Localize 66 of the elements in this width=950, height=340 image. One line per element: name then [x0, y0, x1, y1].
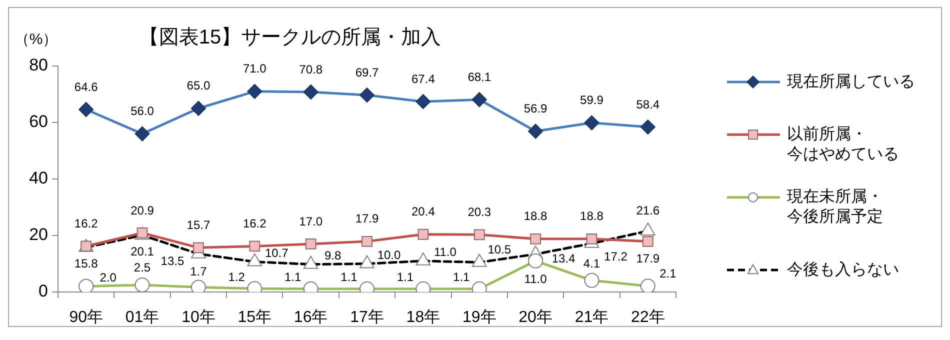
data-label: 17.2 — [604, 250, 628, 264]
data-label: 70.8 — [299, 62, 323, 76]
data-label: 69.7 — [355, 65, 379, 80]
x-tick-label: 20年 — [518, 309, 552, 326]
data-label: 9.8 — [324, 248, 342, 263]
data-label: 67.4 — [412, 72, 436, 86]
data-label: 10.7 — [264, 246, 289, 260]
data-label: 11.0 — [524, 272, 548, 286]
y-tick-label: 0 — [38, 282, 48, 301]
x-tick-label: 15年 — [238, 309, 272, 326]
data-label: 15.8 — [74, 256, 98, 271]
x-tick-label: 01年 — [125, 309, 160, 326]
data-label: 20.3 — [468, 204, 492, 219]
data-label: 1.1 — [396, 270, 414, 284]
x-tick-label: 17年 — [350, 309, 384, 326]
legend-label: 現在未所属・今後所属予定 — [787, 188, 883, 226]
x-tick-label: 16年 — [294, 309, 328, 326]
data-label: 56.9 — [524, 102, 548, 116]
y-tick-label: 60 — [29, 112, 48, 132]
data-label: 65.0 — [186, 78, 210, 93]
y-tick-label: 80 — [29, 56, 48, 75]
data-label: 1.1 — [284, 270, 302, 284]
legend-label: 今後も入らない — [787, 260, 899, 278]
data-label: 59.9 — [580, 93, 604, 108]
x-tick-label: 19年 — [462, 309, 496, 326]
data-label: 68.1 — [468, 70, 492, 84]
x-tick-label: 10年 — [182, 309, 216, 326]
data-label: 71.0 — [242, 62, 267, 76]
legend-label: 現在所属している — [787, 72, 915, 90]
legend-label: 以前所属・今はやめている — [787, 125, 899, 164]
data-label: 15.7 — [186, 218, 210, 232]
data-label: 16.2 — [74, 216, 98, 231]
data-label: 17.9 — [636, 252, 660, 266]
y-tick-label: 40 — [29, 168, 48, 188]
data-label: 13.5 — [160, 254, 184, 268]
data-label: 20.1 — [130, 244, 154, 259]
data-label: 13.4 — [552, 251, 576, 266]
data-label: 64.6 — [74, 80, 98, 94]
data-label: 10.5 — [488, 242, 512, 257]
data-label: 18.8 — [580, 209, 604, 224]
data-label: 1.2 — [228, 270, 246, 284]
data-label: 1.7 — [190, 264, 208, 279]
data-label: 2.5 — [134, 260, 151, 274]
data-label: 16.2 — [242, 216, 267, 231]
data-label: 56.0 — [130, 104, 154, 118]
data-label: 2.0 — [100, 270, 117, 285]
data-label: 58.4 — [636, 97, 660, 112]
data-label: 11.0 — [434, 245, 457, 260]
data-label: 1.1 — [453, 270, 470, 284]
data-label: 20.4 — [412, 204, 436, 219]
data-label: 1.1 — [340, 270, 358, 284]
x-tick-label: 21年 — [574, 309, 609, 326]
data-label: 18.8 — [524, 209, 548, 224]
x-tick-label: 18年 — [406, 309, 440, 326]
y-axis-title: （%） — [14, 31, 58, 48]
data-label: 17.9 — [355, 212, 379, 226]
data-label: 2.1 — [660, 266, 677, 280]
data-label: 20.9 — [130, 203, 154, 218]
data-label: 4.1 — [583, 256, 600, 271]
data-label: 10.0 — [377, 248, 401, 262]
x-tick-label: 90年 — [69, 309, 103, 326]
data-label: 17.0 — [299, 214, 323, 228]
y-tick-label: 20 — [29, 225, 48, 244]
data-label: 21.6 — [636, 203, 660, 218]
x-tick-label: 22年 — [631, 309, 665, 326]
chart-title: 【図表15】サークルの所属・加入 — [138, 26, 442, 49]
